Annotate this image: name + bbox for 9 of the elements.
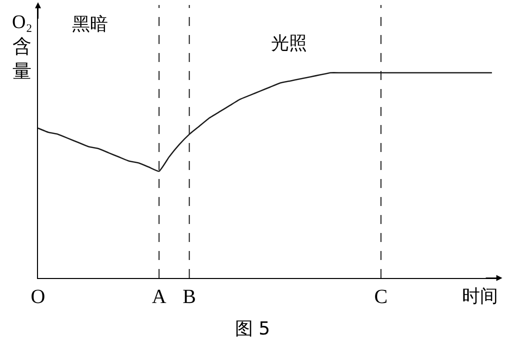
x-tick-label: O [30, 286, 46, 308]
x-tick-label: A [152, 286, 167, 308]
text: 图 5 [234, 318, 270, 340]
y-axis-title: O₂含量 [12, 12, 32, 82]
text: 黑暗 [72, 14, 108, 35]
x-tick-label: C [374, 286, 388, 308]
x-axis-title: 时间 [462, 286, 498, 307]
x-tick-label: B [182, 286, 196, 308]
text: 光照 [271, 33, 307, 54]
